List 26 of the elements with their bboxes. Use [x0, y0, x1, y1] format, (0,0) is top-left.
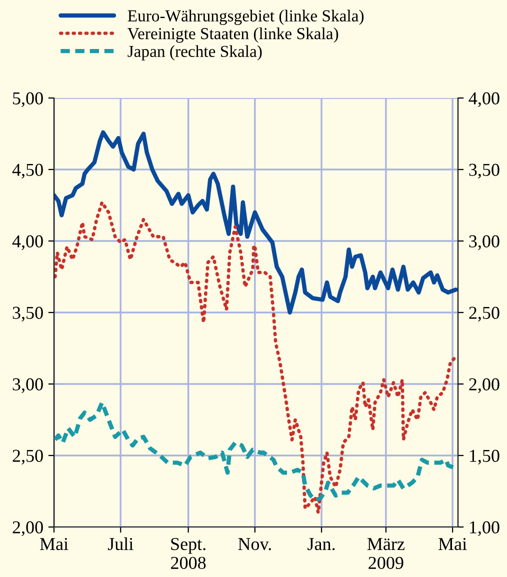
- x-tick-label: Nov.: [238, 538, 271, 550]
- y-tick-label: 2,00: [12, 521, 43, 536]
- y2-tick-label: 1,50: [470, 450, 500, 465]
- y-tick-label: 2,50: [12, 450, 43, 465]
- legend-label: Euro-Währungsgebiet (linke Skala): [128, 10, 364, 25]
- y-tick-label: 4,00: [12, 235, 43, 250]
- y2-tick-label: 1,00: [470, 521, 500, 536]
- y2-tick-label: 4,00: [468, 92, 500, 108]
- x-tick-label: Mai: [438, 538, 467, 550]
- y2-tick-label: 3,50: [469, 164, 500, 179]
- x-tick-label: Jan.: [308, 538, 335, 550]
- x-tick-label: März 2009: [367, 538, 404, 570]
- y-tick-label: 4,50: [12, 164, 43, 179]
- legend-label: Japan (rechte Skala): [128, 45, 262, 60]
- y-tick-label: 5,00: [13, 92, 43, 108]
- line-series: [54, 130, 458, 315]
- legend-label: Vereinigte Staaten (linke Skala): [128, 28, 338, 43]
- y-tick-label: 3,50: [12, 306, 43, 322]
- x-tick-label: Juli: [108, 537, 134, 550]
- x-tick-label: Sept. 2008: [171, 538, 206, 570]
- x-tick-label: Mai: [40, 538, 68, 550]
- y2-tick-label: 2,00: [469, 378, 500, 394]
- line-series: [54, 200, 458, 514]
- y2-tick-label: 2,50: [469, 306, 500, 322]
- y-tick-label: 3,00: [12, 378, 43, 394]
- y2-tick-label: 3,00: [469, 235, 500, 250]
